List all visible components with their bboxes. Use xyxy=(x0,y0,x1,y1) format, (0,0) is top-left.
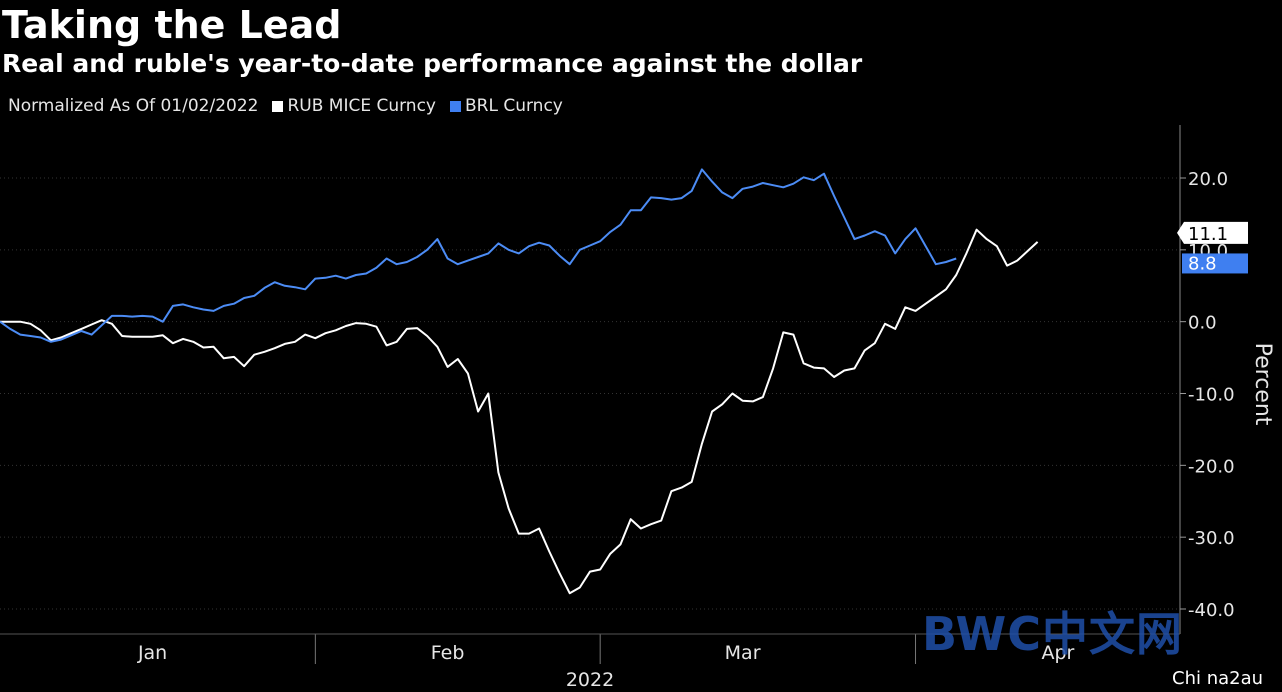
chart-title: Taking the Lead xyxy=(2,3,342,47)
end-label-brl: 8.8 xyxy=(1188,253,1217,274)
x-tick-label: Apr xyxy=(1041,642,1074,664)
x-tick-label: Mar xyxy=(725,642,761,664)
legend-item-brl: BRL Curncy xyxy=(450,96,563,116)
end-label-rub-box xyxy=(1177,221,1248,244)
credit-text: Chi na2au xyxy=(1172,668,1264,689)
legend-label-rub: RUB MICE Curncy xyxy=(287,96,436,116)
y-tick-label: 20.0 xyxy=(1188,169,1228,190)
y-tick-label: -10.0 xyxy=(1188,385,1235,406)
end-label-rub: 11.1 xyxy=(1188,224,1228,245)
x-tick-label: Feb xyxy=(431,642,465,664)
legend-item-rub: RUB MICE Curncy xyxy=(272,96,436,116)
legend-swatch-rub xyxy=(272,100,284,112)
chart-subtitle: Real and ruble's year-to-date performanc… xyxy=(2,49,863,78)
series-line-brl xyxy=(0,168,957,343)
end-label-brl-box xyxy=(1182,253,1248,274)
legend-note-label: Normalized As Of 01/02/2022 xyxy=(8,96,259,116)
x-axis-label: 2022 xyxy=(566,669,614,691)
legend-swatch-brl xyxy=(450,100,461,112)
legend-note: Normalized As Of 01/02/2022 xyxy=(8,96,258,116)
x-tick-label: Jan xyxy=(137,642,167,664)
legend: Normalized As Of 01/02/2022 RUB MICE Cur… xyxy=(8,96,577,116)
y-tick-label: -20.0 xyxy=(1188,456,1235,477)
y-axis-label: Percent xyxy=(1250,343,1275,426)
y-tick-label: 0.0 xyxy=(1188,313,1217,334)
y-tick-label: -30.0 xyxy=(1188,528,1235,549)
watermark: BWC中文网 xyxy=(922,607,1184,661)
y-tick-label: -40.0 xyxy=(1188,600,1235,621)
legend-label-brl: BRL Curncy xyxy=(465,96,563,116)
series-line-rub xyxy=(0,228,1039,595)
